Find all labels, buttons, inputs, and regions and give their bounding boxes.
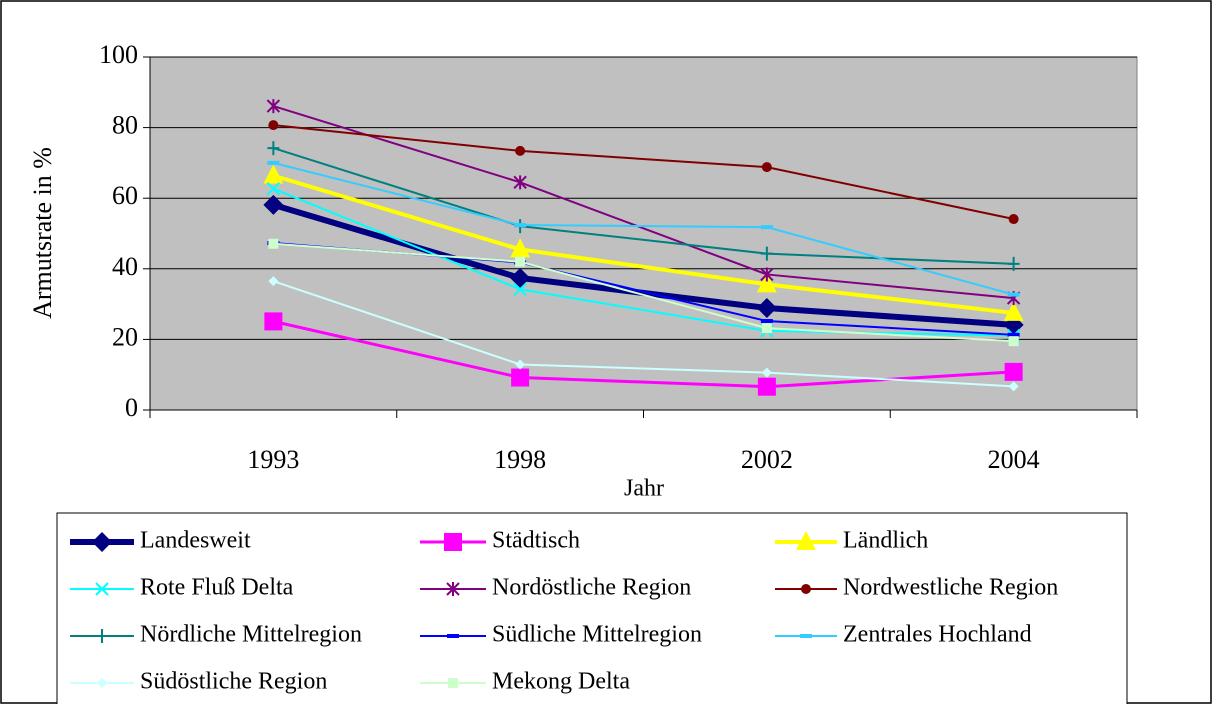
legend-label: Landesweit	[140, 528, 251, 554]
marker	[760, 246, 773, 261]
legend-label: Südliche Mittelregion	[492, 622, 702, 648]
legend-label: Nordwestliche Region	[843, 575, 1058, 601]
legend-label: Ländlich	[843, 528, 928, 554]
legend-box	[56, 512, 1128, 704]
series	[268, 238, 1019, 347]
marker	[268, 120, 279, 131]
marker	[447, 634, 459, 638]
marker	[760, 225, 773, 230]
marker	[264, 312, 283, 331]
marker	[761, 162, 772, 173]
marker	[267, 141, 280, 156]
marker	[761, 367, 772, 378]
series-line	[272, 187, 1014, 337]
plot-area	[149, 56, 1138, 411]
marker	[1007, 256, 1020, 271]
marker	[515, 256, 526, 267]
y-axis-label: Armutsrate in %	[28, 147, 57, 319]
marker	[446, 582, 460, 596]
series-line	[272, 173, 1014, 315]
marker	[760, 319, 773, 324]
marker	[1007, 292, 1020, 297]
marker	[1008, 214, 1019, 225]
marker	[760, 267, 774, 282]
marker	[266, 99, 281, 114]
series	[267, 160, 1020, 297]
marker	[1007, 332, 1020, 337]
series-line	[272, 202, 1014, 328]
series-line	[273, 105, 1014, 300]
marker	[96, 629, 108, 643]
marker	[263, 194, 284, 215]
marker	[513, 175, 527, 190]
series	[268, 120, 1019, 225]
legend-label: Städtisch	[492, 528, 580, 554]
y-tick-label: 60	[112, 181, 138, 210]
marker	[92, 532, 112, 552]
series-line	[273, 124, 1014, 221]
x-tick-label: 1993	[247, 445, 299, 474]
marker	[268, 276, 279, 287]
series	[266, 99, 1021, 306]
series-line	[273, 242, 1014, 343]
marker	[756, 273, 777, 293]
marker	[95, 582, 109, 596]
series	[267, 141, 1020, 271]
series-line	[273, 161, 1014, 296]
marker	[266, 181, 281, 196]
marker	[796, 531, 816, 550]
marker	[515, 145, 526, 156]
marker	[97, 678, 107, 688]
marker	[267, 160, 280, 165]
legend-label: Zentrales Hochland	[843, 622, 1032, 648]
marker	[515, 359, 526, 370]
y-tick-label: 40	[112, 252, 138, 281]
x-tick-label: 1998	[494, 445, 546, 474]
x-axis-label: Jahr	[624, 476, 664, 502]
marker	[263, 164, 284, 184]
marker	[511, 368, 530, 387]
legend-label: Nordöstliche Region	[492, 575, 691, 601]
x-tick-label: 2004	[988, 445, 1040, 474]
x-tick-label: 2002	[741, 445, 793, 474]
legend-label: Nördliche Mittelregion	[140, 622, 362, 648]
marker	[444, 533, 462, 551]
legend-label: Mekong Delta	[492, 669, 630, 695]
marker	[757, 377, 776, 396]
marker	[1008, 381, 1019, 392]
series	[263, 164, 1024, 321]
marker	[761, 323, 772, 334]
y-tick-label: 0	[125, 393, 138, 422]
y-tick-label: 80	[112, 111, 138, 140]
marker	[448, 678, 458, 688]
marker	[756, 297, 777, 318]
legend-label: Rote Fluß Delta	[140, 575, 294, 601]
series-line	[273, 280, 1014, 388]
marker	[510, 238, 531, 258]
marker	[513, 282, 527, 296]
y-tick-label: 20	[112, 322, 138, 351]
marker	[514, 223, 527, 228]
series	[268, 276, 1019, 392]
y-tick-label: 100	[99, 40, 138, 69]
marker	[1008, 336, 1019, 347]
series-line	[273, 147, 1014, 265]
marker	[1004, 362, 1023, 381]
series	[263, 194, 1024, 335]
marker	[1003, 301, 1024, 321]
marker	[268, 238, 279, 249]
legend-label: Südöstliche Region	[140, 669, 327, 695]
marker	[801, 584, 811, 594]
marker	[800, 634, 812, 638]
